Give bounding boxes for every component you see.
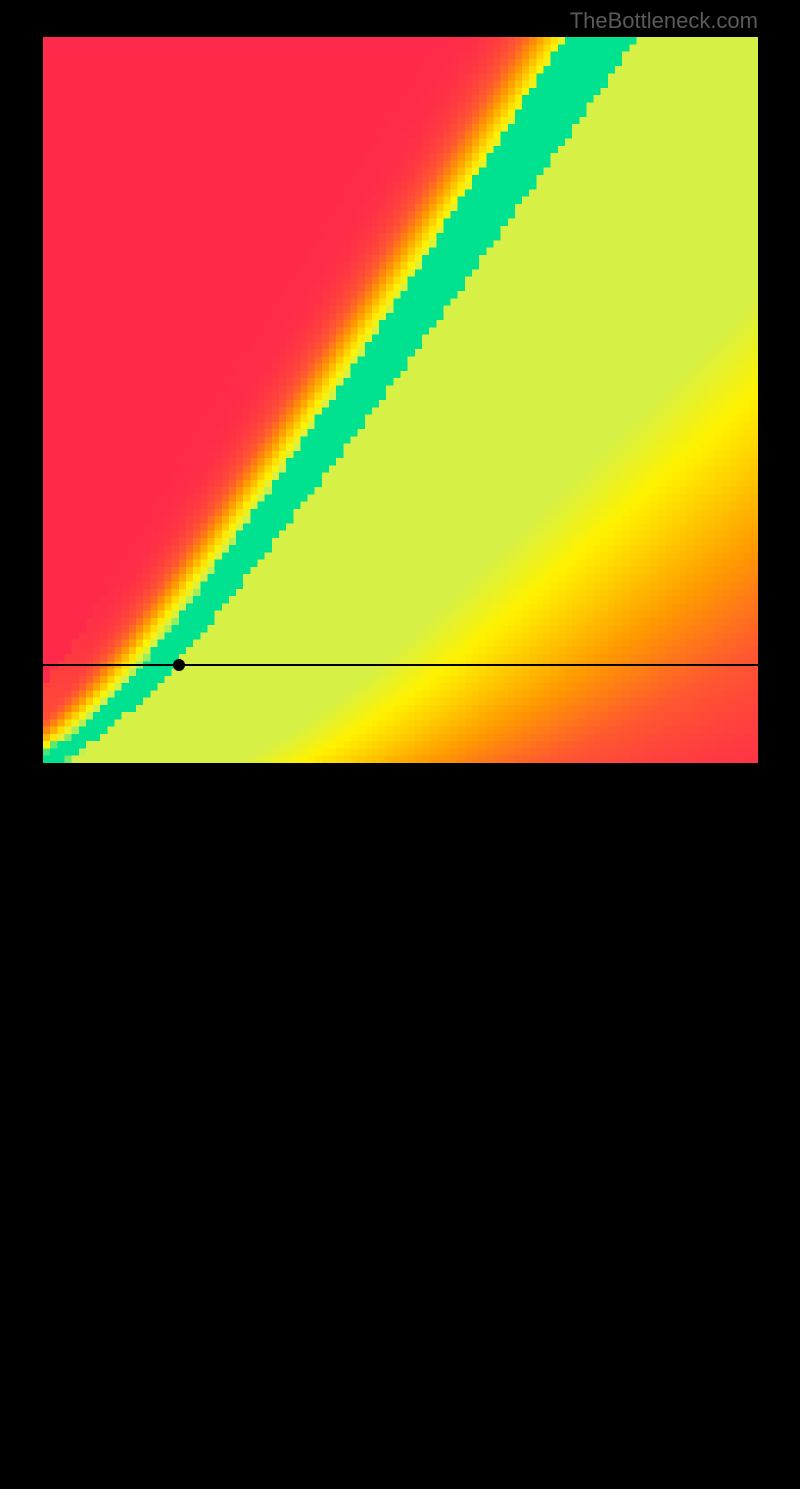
crosshair-vertical [178, 763, 180, 1489]
crosshair-horizontal [43, 664, 758, 666]
marker-dot [173, 659, 185, 671]
watermark-text: TheBottleneck.com [570, 8, 758, 34]
heatmap-plot [43, 37, 758, 763]
heatmap-canvas [43, 37, 758, 763]
